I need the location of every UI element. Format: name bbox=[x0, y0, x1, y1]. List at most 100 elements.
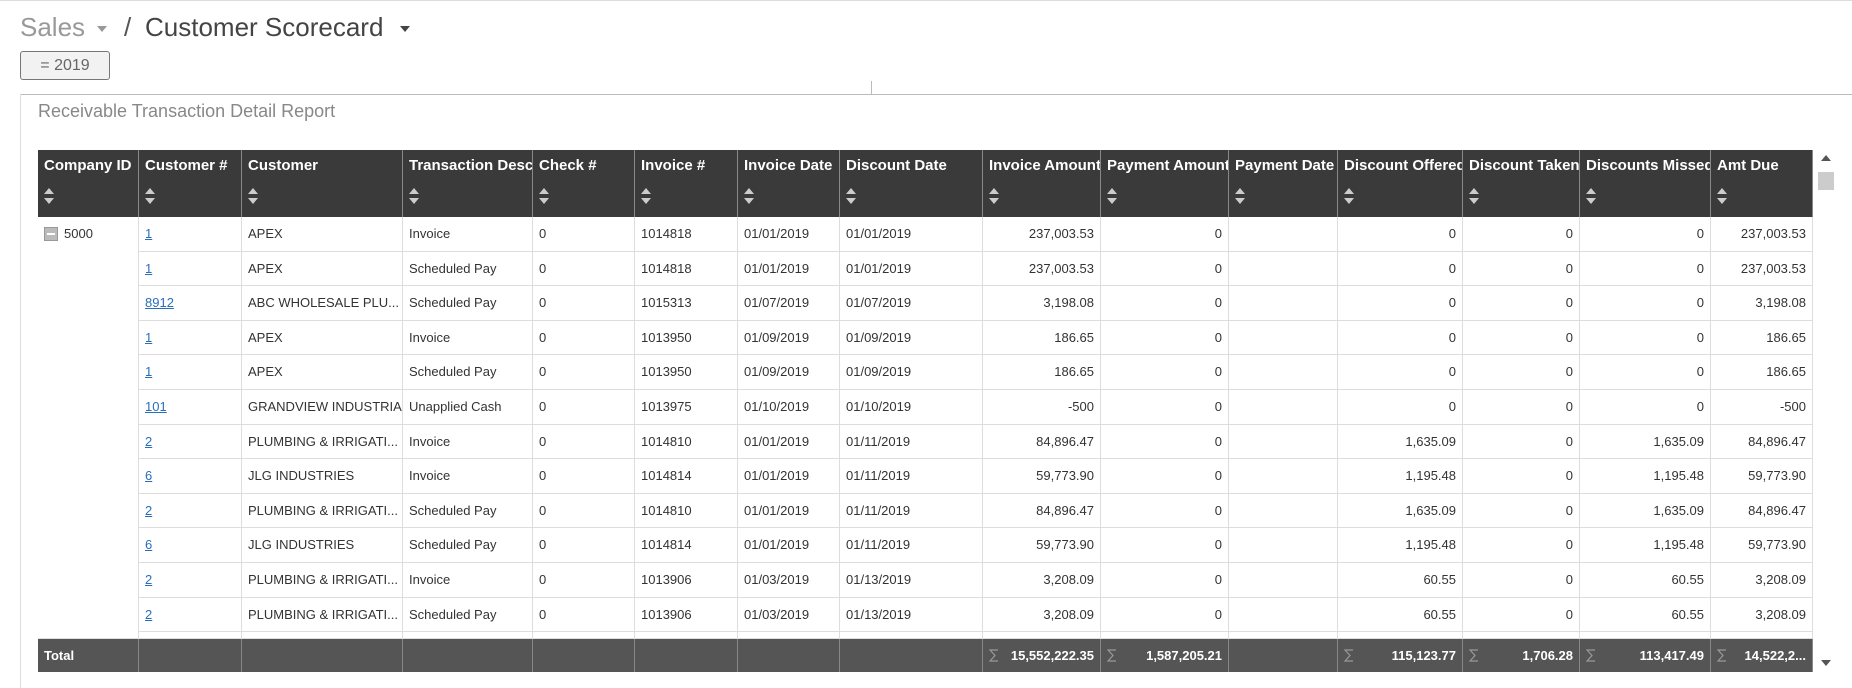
sort-icon[interactable] bbox=[845, 186, 857, 206]
table-cell: APEX bbox=[242, 320, 403, 356]
total-cell bbox=[139, 639, 242, 672]
table-cell: 186.65 bbox=[983, 320, 1101, 356]
column-header[interactable]: Discount Date bbox=[840, 150, 983, 217]
sort-icon[interactable] bbox=[988, 186, 1000, 206]
table-cell: 01/01/2019 bbox=[738, 424, 840, 460]
table-cell: 0 bbox=[1463, 459, 1580, 494]
table-cell: 1013975 bbox=[635, 390, 738, 425]
column-header[interactable]: Discounts Missed bbox=[1580, 150, 1711, 217]
table-cell: 01/01/2019 bbox=[738, 251, 840, 287]
customer-link[interactable]: 2 bbox=[145, 433, 153, 449]
sort-icon[interactable] bbox=[1716, 186, 1728, 206]
column-header[interactable]: Payment Date bbox=[1229, 150, 1338, 217]
table-cell: 01/13/2019 bbox=[840, 597, 983, 633]
table-cell bbox=[1463, 632, 1580, 639]
table-cell: 0 bbox=[1338, 355, 1463, 390]
table-cell: PLUMBING & IRRIGATI... bbox=[242, 493, 403, 529]
column-header[interactable]: Discount Offered bbox=[1338, 150, 1463, 217]
table-cell bbox=[1229, 390, 1338, 425]
sort-icon[interactable] bbox=[1468, 186, 1480, 206]
table-cell: APEX bbox=[242, 251, 403, 287]
table-cell bbox=[38, 320, 139, 356]
collapse-icon[interactable] bbox=[44, 227, 58, 241]
breadcrumb-current[interactable]: Customer Scorecard bbox=[145, 12, 384, 42]
table-cell: Scheduled Pay bbox=[403, 493, 533, 529]
sort-icon[interactable] bbox=[640, 186, 652, 206]
customer-link[interactable]: 1 bbox=[145, 364, 153, 380]
sort-icon[interactable] bbox=[1343, 186, 1355, 206]
customer-link[interactable]: 8912 bbox=[145, 295, 174, 311]
table-cell: 01/09/2019 bbox=[840, 355, 983, 390]
sort-icon[interactable] bbox=[247, 186, 259, 206]
column-header[interactable]: Invoice # bbox=[635, 150, 738, 217]
table-cell: Unapplied Cash bbox=[403, 390, 533, 425]
table-cell: 1,635.09 bbox=[1338, 424, 1463, 460]
total-cell bbox=[738, 639, 840, 672]
column-header[interactable]: Amt Due bbox=[1711, 150, 1813, 217]
sort-icon[interactable] bbox=[1585, 186, 1597, 206]
table-cell: 3,208.09 bbox=[983, 597, 1101, 633]
column-header[interactable]: Company ID bbox=[38, 150, 139, 217]
table-cell bbox=[38, 390, 139, 425]
column-header[interactable]: Payment Amount bbox=[1101, 150, 1229, 217]
customer-link[interactable]: 2 bbox=[145, 606, 153, 622]
total-cell: 15,552,222.35 bbox=[983, 639, 1101, 672]
sort-icon[interactable] bbox=[743, 186, 755, 206]
customer-link[interactable]: 6 bbox=[145, 468, 153, 484]
total-cell: 1,706.28 bbox=[1463, 639, 1580, 672]
table-cell bbox=[38, 493, 139, 529]
column-header[interactable]: Invoice Date bbox=[738, 150, 840, 217]
table-cell: 01/13/2019 bbox=[840, 563, 983, 598]
customer-link[interactable]: 1 bbox=[145, 329, 153, 345]
table-cell: 2 bbox=[139, 493, 242, 529]
sort-icon[interactable] bbox=[538, 186, 550, 206]
divider bbox=[20, 94, 1852, 95]
customer-link[interactable]: 6 bbox=[145, 537, 153, 553]
customer-link[interactable]: 1 bbox=[145, 226, 153, 241]
sum-icon bbox=[1469, 649, 1478, 662]
table-cell: 1,195.48 bbox=[1338, 459, 1463, 494]
table-cell: 1,635.09 bbox=[1580, 424, 1711, 460]
table-cell: 0 bbox=[1463, 286, 1580, 321]
total-cell: 113,417.49 bbox=[1580, 639, 1711, 672]
column-header[interactable]: Invoice Amount bbox=[983, 150, 1101, 217]
table-cell: 0 bbox=[533, 390, 635, 425]
table-cell bbox=[1229, 597, 1338, 633]
dropdown-caret[interactable] bbox=[96, 25, 108, 33]
column-header[interactable]: Customer # bbox=[139, 150, 242, 217]
dropdown-caret[interactable] bbox=[399, 25, 411, 33]
sort-icon[interactable] bbox=[144, 186, 156, 206]
table-cell: 01/09/2019 bbox=[738, 320, 840, 356]
table-cell bbox=[1229, 251, 1338, 287]
column-header[interactable]: Discount Taken bbox=[1463, 150, 1580, 217]
column-header[interactable]: Customer bbox=[242, 150, 403, 217]
sort-icon[interactable] bbox=[1234, 186, 1246, 206]
customer-link[interactable]: 101 bbox=[145, 399, 167, 414]
sort-icon[interactable] bbox=[1106, 186, 1118, 206]
table-cell: 0 bbox=[1101, 390, 1229, 425]
sum-icon bbox=[1107, 649, 1116, 662]
sort-icon[interactable] bbox=[43, 186, 55, 206]
sort-icon[interactable] bbox=[408, 186, 420, 206]
filter-button[interactable]: = 2019 bbox=[20, 51, 110, 80]
table-cell bbox=[1580, 632, 1711, 639]
breadcrumb-root[interactable]: Sales bbox=[20, 12, 86, 42]
table-cell: 0 bbox=[1463, 493, 1580, 529]
table-cell: 2 bbox=[139, 563, 242, 598]
total-cell bbox=[533, 639, 635, 672]
table-cell: -500 bbox=[1711, 390, 1813, 425]
table-cell: 01/01/2019 bbox=[738, 493, 840, 529]
customer-link[interactable]: 1 bbox=[145, 260, 153, 276]
scrollbar[interactable] bbox=[1814, 150, 1838, 672]
table-cell: 0 bbox=[1101, 459, 1229, 494]
table-cell: 0 bbox=[533, 251, 635, 287]
table-cell: 01/07/2019 bbox=[738, 286, 840, 321]
column-header[interactable]: Transaction Desc bbox=[403, 150, 533, 217]
table-cell: 0 bbox=[533, 563, 635, 598]
customer-link[interactable]: 2 bbox=[145, 572, 153, 587]
customer-link[interactable]: 2 bbox=[145, 502, 153, 518]
table-cell: JLG INDUSTRIES bbox=[242, 528, 403, 563]
column-header[interactable]: Check # bbox=[533, 150, 635, 217]
splitter[interactable] bbox=[871, 81, 872, 94]
